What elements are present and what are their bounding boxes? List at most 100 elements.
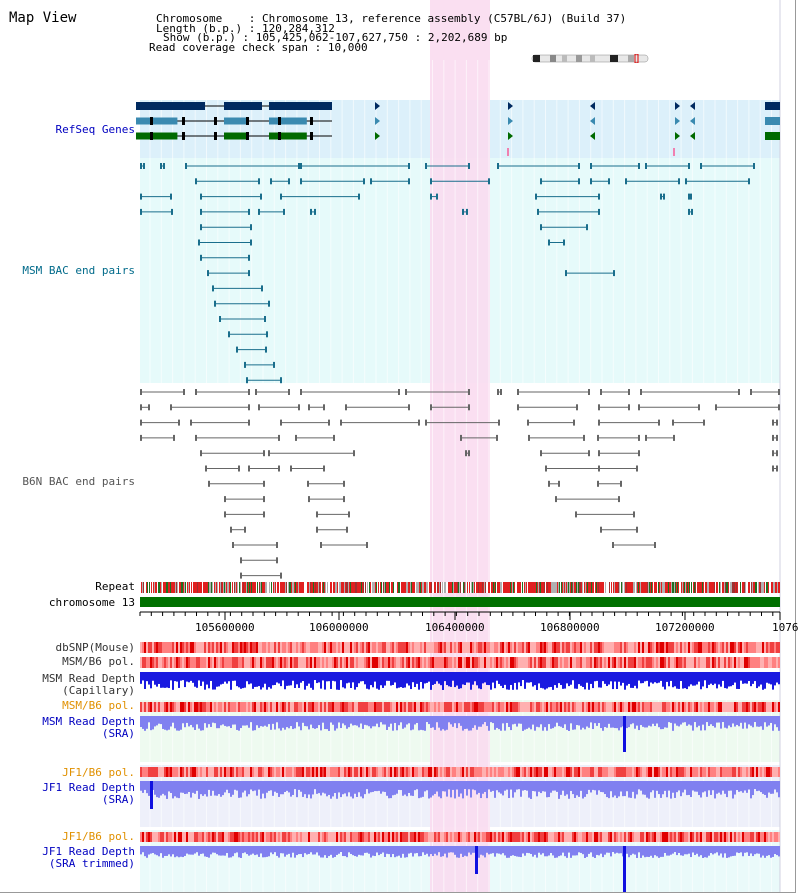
- msm-b6-pol-heat-2: [552, 702, 554, 712]
- jf1-b6-pol-heat: [772, 767, 774, 777]
- msm-depth-capillary-bar: [728, 672, 730, 687]
- dbsnp-heat: [716, 642, 718, 653]
- repeat-bar: [629, 582, 630, 593]
- jf1-depth-sra-bar: [684, 781, 686, 790]
- dbsnp-label: dbSNP(Mouse): [55, 641, 135, 654]
- msm-depth-sra-bar: [216, 716, 218, 729]
- dbsnp-heat: [514, 642, 516, 653]
- msm-b6-pol-heat-2: [486, 702, 488, 712]
- msm-depth-sra-bar: [410, 716, 412, 731]
- gene-arrow: [508, 102, 513, 110]
- repeat-bar: [568, 582, 569, 593]
- b6n-bac-pair-end: [645, 434, 647, 441]
- gene-exon: [224, 132, 247, 140]
- chromosome-ideogram[interactable]: [530, 53, 650, 64]
- repeat-bar: [235, 582, 236, 593]
- chromosome-info: Chromosome : Chromosome 13, reference as…: [156, 12, 627, 25]
- msm-depth-capillary-bar: [172, 672, 174, 690]
- repeat-bar: [698, 582, 699, 593]
- msm-depth-capillary-bar: [368, 672, 370, 690]
- repeat-bar: [579, 582, 580, 593]
- msm-bac-pair-end: [590, 178, 592, 185]
- jf1-b6-pol-heat: [648, 767, 650, 777]
- msm-depth-sra-bar: [432, 716, 434, 728]
- jf1-b6-pol-heat-2: [282, 832, 284, 842]
- jf1-depth-sra-bar: [298, 781, 300, 790]
- jf1-depth-sra-bar: [252, 781, 254, 792]
- repeat-bar: [295, 582, 296, 593]
- jf1-b6-pol-heat-2: [736, 832, 738, 842]
- msm-depth-capillary-bar: [162, 672, 164, 688]
- msm-depth-sra-bar: [444, 716, 446, 731]
- repeat-bar: [444, 582, 445, 593]
- msm-b6-pol-heat: [744, 657, 746, 668]
- msm-depth-capillary-bar: [160, 672, 162, 688]
- jf1-b6-pol-heat: [506, 767, 508, 777]
- msm-b6-pol-heat-2: [148, 702, 150, 712]
- msm-depth-sra-bar: [678, 716, 680, 727]
- jf1-b6-pol-heat: [418, 767, 420, 777]
- dbsnp-heat: [624, 642, 626, 653]
- jf1-depth-trim-bar: [422, 846, 424, 853]
- msm-depth-capillary-bar: [560, 672, 562, 686]
- jf1-depth-sra-bar: [624, 781, 626, 797]
- msm-depth-capillary-bar: [770, 672, 772, 685]
- jf1-depth-sra-bar: [200, 781, 202, 795]
- jf1-depth-sra-bar: [264, 781, 266, 799]
- dbsnp-heat: [628, 642, 630, 653]
- b6n-bac-pair-end: [618, 496, 620, 503]
- msm-depth-capillary-bar: [302, 672, 304, 682]
- jf1-b6-pol-heat: [704, 767, 706, 777]
- jf1-b6-pol-heat: [276, 767, 278, 777]
- jf1-depth-trim-bar: [266, 846, 268, 857]
- repeat-bar: [520, 582, 521, 593]
- repeat-bar: [493, 582, 494, 593]
- repeat-bar: [524, 582, 525, 593]
- jf1-depth-trim-bar: [508, 846, 510, 858]
- msm-b6-pol-heat: [470, 657, 472, 668]
- jf1-depth-sra-bar: [510, 781, 512, 790]
- msm-bac-label[interactable]: MSM BAC end pairs: [22, 264, 135, 277]
- repeat-bar: [447, 582, 448, 593]
- jf1-b6-pol-heat-2: [694, 832, 696, 842]
- msm-depth-sra-bar: [450, 716, 452, 725]
- msm-depth-sra-bar: [742, 716, 744, 729]
- jf1-b6-pol-heat: [400, 767, 402, 777]
- dbsnp-heat: [174, 642, 176, 653]
- msm-depth-capillary-bar: [528, 672, 530, 683]
- repeat-bar: [321, 582, 322, 593]
- msm-depth-sra-bar: [286, 716, 288, 728]
- jf1-depth-sra-bar: [290, 781, 292, 797]
- jf1-depth-trim-bar: [592, 846, 594, 857]
- refseq-genes-label[interactable]: RefSeq Genes: [55, 123, 135, 136]
- jf1-b6-pol-heat: [466, 767, 468, 777]
- msm-b6-pol-heat-2: [240, 702, 242, 712]
- jf1-depth-sra-bar: [334, 781, 336, 794]
- jf1-depth-trim-bar: [752, 846, 754, 857]
- dbsnp-heat: [540, 642, 542, 653]
- jf1-b6-pol-heat-2: [140, 832, 142, 842]
- repeat-bar: [489, 582, 490, 593]
- dbsnp-heat: [334, 642, 336, 653]
- msm-b6-pol-heat: [516, 657, 518, 668]
- jf1-depth-sra-bar: [366, 781, 368, 790]
- msm-depth-sra-bar: [394, 716, 396, 723]
- jf1-b6-pol-heat: [142, 767, 144, 777]
- b6n-bac-label[interactable]: B6N BAC end pairs: [22, 475, 135, 488]
- msm-b6-pol-heat: [768, 657, 770, 668]
- msm-b6-pol-heat-2: [758, 702, 760, 712]
- msm-b6-pol-heat-2: [306, 702, 308, 712]
- msm-b6-pol-heat: [294, 657, 296, 668]
- jf1-b6-pol-heat-2: [690, 832, 692, 842]
- jf1-b6-pol-heat: [702, 767, 704, 777]
- msm-depth-sra-bar: [642, 716, 644, 727]
- jf1-b6-pol-heat: [724, 767, 726, 777]
- dbsnp-heat: [448, 642, 450, 653]
- jf1-b6-pol-heat-2: [146, 832, 148, 842]
- repeat-bar: [530, 582, 531, 593]
- msm-b6-pol-heat: [710, 657, 712, 668]
- msm-b6-pol-heat: [564, 657, 566, 668]
- repeat-bar: [230, 582, 231, 593]
- msm-depth-sra-bar: [588, 716, 590, 728]
- msm-depth-capillary-bar: [284, 672, 286, 690]
